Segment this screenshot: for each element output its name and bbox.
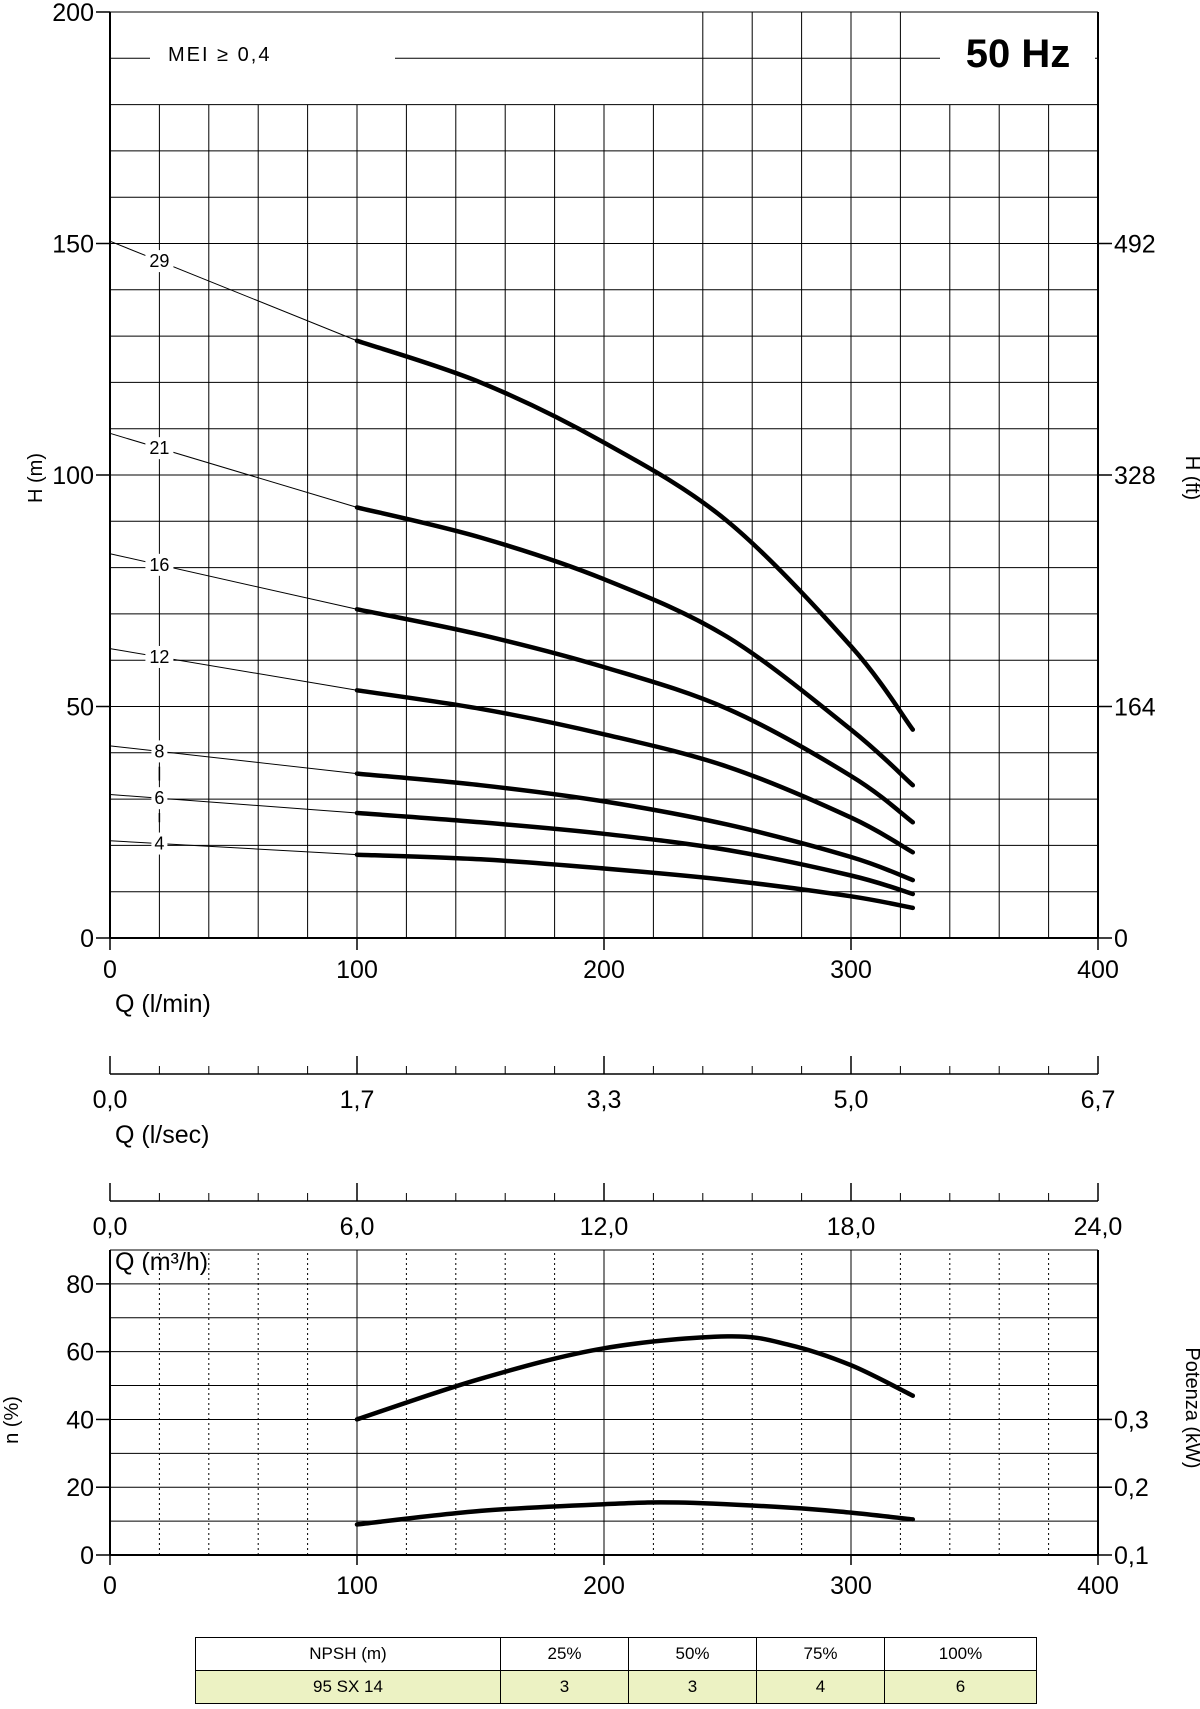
npsh-header-cell: 50% bbox=[628, 1637, 757, 1671]
efficiency-y-tick-label: 40 bbox=[66, 1406, 94, 1434]
head-chart-grid bbox=[110, 11, 1098, 939]
head-y-axis-label: H (m) bbox=[25, 453, 47, 503]
power-y-tick-label: 0,2 bbox=[1114, 1474, 1149, 1502]
efficiency-y-axis-label: n (%) bbox=[1, 1396, 23, 1444]
npsh-table: NPSH (m) 25% 50% 75% 100% 95 SX 14 3 3 4… bbox=[195, 1637, 1037, 1704]
npsh-value-cell: 6 bbox=[884, 1670, 1037, 1704]
head-y-right-tick-label: 0 bbox=[1114, 925, 1128, 953]
head-x-axis-label: Q (l/min) bbox=[115, 990, 211, 1018]
curve-label-background bbox=[151, 787, 168, 810]
curve-label: 12 bbox=[149, 647, 169, 667]
head-y-tick-label: 200 bbox=[52, 0, 94, 27]
efficiency-x-tick-label: 0 bbox=[103, 1572, 117, 1600]
zero-flow-line bbox=[109, 793, 358, 814]
head-y-right-tick-label: 164 bbox=[1114, 694, 1156, 722]
npsh-value-cell: 3 bbox=[500, 1670, 629, 1704]
flow-axis-tick-label: 6,0 bbox=[340, 1213, 375, 1241]
head-curve bbox=[354, 607, 916, 825]
flow-m3h-axis: 0,0 6,0 12,0 18,0 24,0 bbox=[93, 1183, 1123, 1241]
power-y-tick-label: 0,3 bbox=[1114, 1406, 1149, 1434]
efficiency-y-tick-label: 80 bbox=[66, 1271, 94, 1299]
curve-label: 4 bbox=[154, 834, 164, 854]
efficiency-x-tick-label: 100 bbox=[336, 1572, 378, 1600]
npsh-data-row: 95 SX 14 3 3 4 6 bbox=[195, 1670, 1037, 1704]
curve-label-background bbox=[145, 437, 174, 460]
head-curve bbox=[354, 688, 916, 855]
flow-axis-tick-label: 6,7 bbox=[1081, 1086, 1116, 1114]
npsh-header-cell: 75% bbox=[756, 1637, 885, 1671]
zero-flow-lines bbox=[109, 240, 358, 856]
head-y-tick-label: 50 bbox=[66, 694, 94, 722]
curve-label: 6 bbox=[154, 788, 164, 808]
curve-label-background bbox=[145, 553, 174, 576]
power-y-tick-label: 0,1 bbox=[1114, 1542, 1149, 1570]
head-y-right-tick-label: 328 bbox=[1114, 462, 1156, 490]
head-y-axis-label-right: H (ft) bbox=[1181, 456, 1200, 500]
head-y-right-tick-label: 492 bbox=[1114, 231, 1156, 259]
zero-flow-line bbox=[109, 840, 358, 856]
head-x-tick-label: 300 bbox=[830, 956, 872, 984]
efficiency-y-tick-label: 60 bbox=[66, 1339, 94, 1367]
curve-label: 29 bbox=[149, 251, 169, 271]
frequency-label-background bbox=[940, 18, 1095, 78]
flow-axis-tick-label: 12,0 bbox=[580, 1213, 629, 1241]
flow-lsec-axis-label: Q (l/sec) bbox=[115, 1121, 209, 1149]
flow-axis-tick-label: 3,3 bbox=[587, 1086, 622, 1114]
head-x-tick-label: 400 bbox=[1077, 956, 1119, 984]
efficiency-x-tick-label: 300 bbox=[830, 1572, 872, 1600]
curve-label-background bbox=[145, 250, 174, 273]
curve-label-background bbox=[151, 740, 168, 763]
efficiency-x-tick-label: 200 bbox=[583, 1572, 625, 1600]
power-y-axis-label: Potenza (kW) bbox=[1181, 1347, 1200, 1468]
head-curve bbox=[354, 771, 916, 883]
flow-axis-tick-label: 0,0 bbox=[93, 1213, 128, 1241]
head-curve bbox=[354, 810, 916, 897]
head-y-tick-label: 150 bbox=[52, 231, 94, 259]
frequency-label: 50 Hz bbox=[966, 32, 1071, 76]
npsh-header-cell: 25% bbox=[500, 1637, 629, 1671]
head-curve-labels: 29 21 16 12 8 6 4 bbox=[145, 250, 174, 855]
efficiency-chart-ticks: 0 20 40 60 80 0,1 0,2 0,3 0 100 200 300 400 bbox=[66, 1271, 1149, 1600]
efficiency-power-curves bbox=[354, 1334, 916, 1527]
flow-axis-tick-label: 5,0 bbox=[834, 1086, 869, 1114]
power-curve bbox=[354, 1500, 916, 1527]
flow-axis-tick-label: 18,0 bbox=[827, 1213, 876, 1241]
flow-m3h-axis-label: Q (m³/h) bbox=[115, 1248, 208, 1276]
efficiency-curve bbox=[354, 1334, 916, 1422]
efficiency-y-tick-label: 20 bbox=[66, 1474, 94, 1502]
npsh-model-cell: 95 SX 14 bbox=[195, 1670, 501, 1704]
flow-axis-tick-label: 1,7 bbox=[340, 1086, 375, 1114]
curve-label: 16 bbox=[149, 555, 169, 575]
mei-label: MEI ≥ 0,4 bbox=[168, 44, 271, 66]
efficiency-chart-grid bbox=[110, 1249, 1098, 1556]
head-curve bbox=[354, 852, 916, 911]
efficiency-x-tick-label: 400 bbox=[1077, 1572, 1119, 1600]
head-x-tick-label: 0 bbox=[103, 956, 117, 984]
curve-label-background bbox=[145, 645, 174, 668]
npsh-header-cell: NPSH (m) bbox=[195, 1637, 501, 1671]
npsh-header-cell: 100% bbox=[884, 1637, 1037, 1671]
npsh-header-row: NPSH (m) 25% 50% 75% 100% bbox=[195, 1637, 1037, 1671]
head-curve bbox=[354, 505, 916, 788]
head-y-tick-label: 100 bbox=[52, 462, 94, 490]
flow-axis-tick-label: 0,0 bbox=[93, 1086, 128, 1114]
npsh-value-cell: 3 bbox=[628, 1670, 757, 1704]
flow-axis-tick-label: 24,0 bbox=[1074, 1213, 1123, 1241]
head-curve bbox=[354, 338, 916, 732]
curve-label: 8 bbox=[154, 741, 164, 761]
head-x-tick-label: 100 bbox=[336, 956, 378, 984]
head-x-tick-label: 200 bbox=[583, 956, 625, 984]
npsh-value-cell: 4 bbox=[756, 1670, 885, 1704]
curve-label: 21 bbox=[149, 438, 169, 458]
head-curves bbox=[354, 338, 916, 911]
efficiency-y-tick-label: 0 bbox=[80, 1542, 94, 1570]
zero-flow-line bbox=[109, 745, 358, 775]
head-y-tick-label: 0 bbox=[80, 925, 94, 953]
curve-label-background bbox=[151, 832, 168, 855]
flow-lsec-axis: 0,0 1,7 3,3 5,0 6,7 bbox=[93, 1056, 1116, 1114]
mei-label-background bbox=[150, 30, 395, 70]
